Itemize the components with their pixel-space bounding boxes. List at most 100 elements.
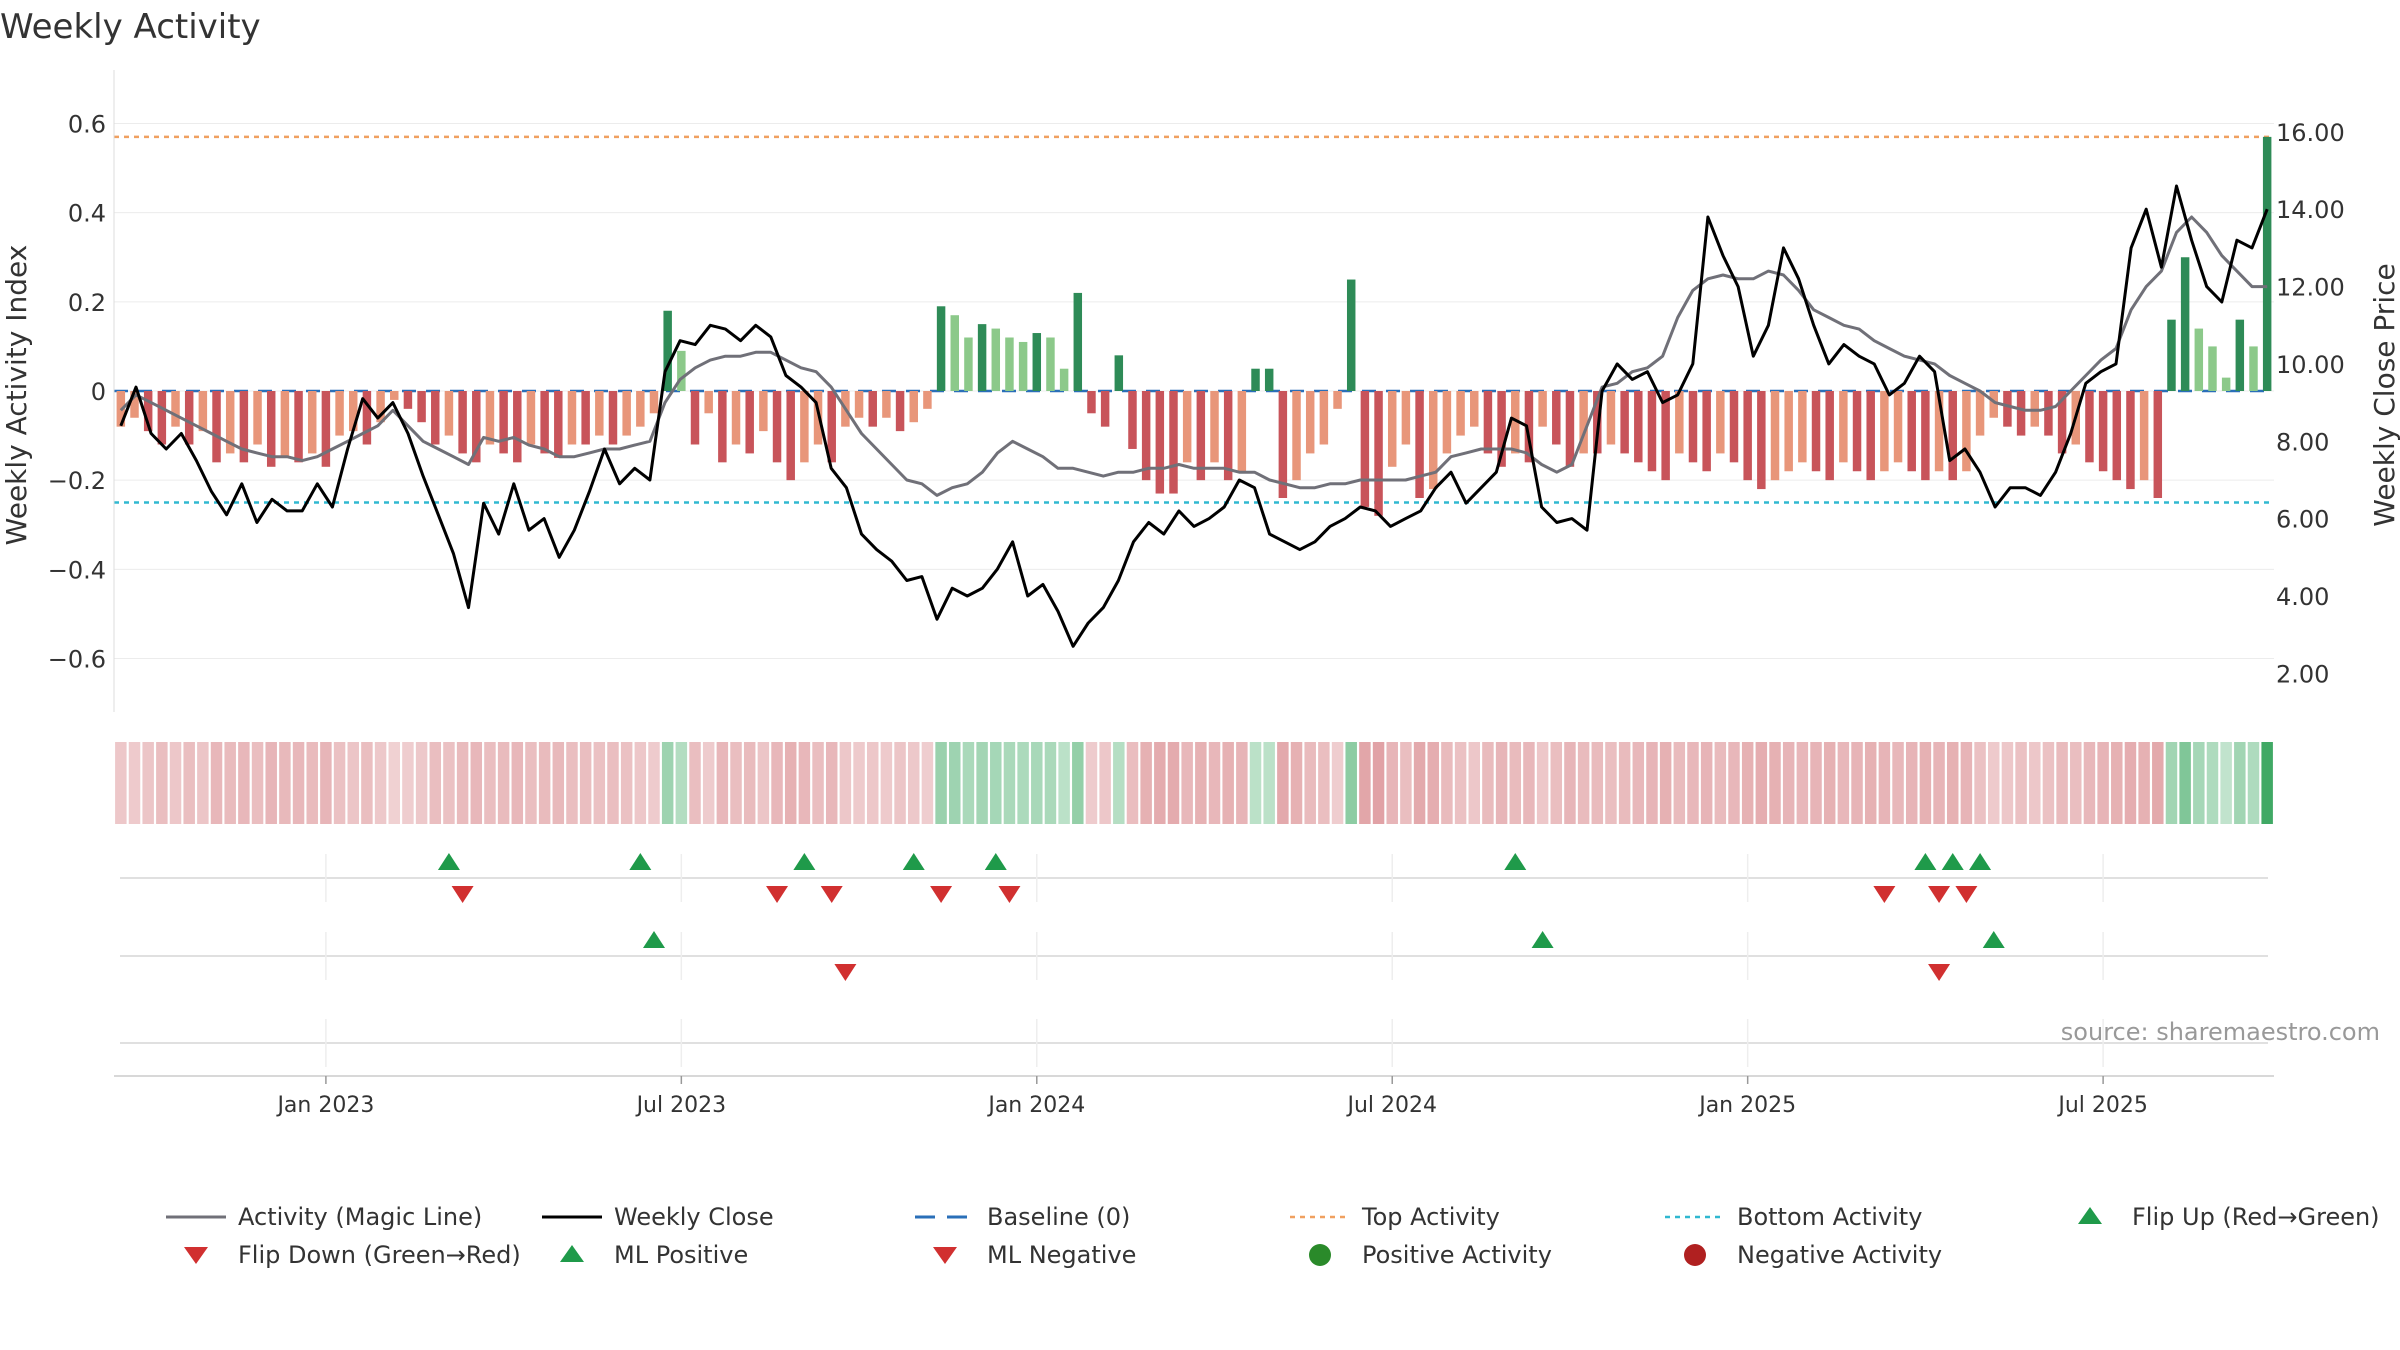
heat-cell — [210, 742, 223, 824]
activity-bar — [1880, 391, 1889, 472]
activity-bar — [2235, 319, 2245, 391]
ml-negative-marker — [834, 964, 857, 981]
heat-cell — [2056, 742, 2068, 824]
flip-down-marker — [1955, 886, 1978, 903]
heat-cell — [634, 742, 647, 824]
activity-bar — [1169, 391, 1178, 494]
activity-bar — [472, 391, 481, 463]
activity-bar — [1456, 391, 1465, 436]
heat-cell — [320, 742, 332, 824]
activity-bar — [513, 391, 522, 463]
y2-tick-label: 2.00 — [2276, 660, 2329, 688]
heat-cell — [648, 742, 660, 824]
heat-cell — [812, 742, 824, 824]
heat-cell — [1195, 742, 1207, 824]
activity-bar — [171, 391, 180, 427]
flip-up-marker — [793, 853, 816, 870]
heat-cell — [511, 742, 524, 824]
activity-bar — [1716, 391, 1725, 454]
heat-cell — [620, 742, 633, 824]
activity-heat-strip — [115, 742, 2273, 824]
heat-cell — [2083, 742, 2096, 824]
legend-swatch — [184, 1247, 208, 1264]
y2-tick-label: 12.00 — [2276, 274, 2345, 302]
activity-bar — [895, 391, 905, 432]
heat-cell — [1058, 742, 1070, 824]
activity-bar — [1866, 391, 1875, 481]
activity-bar — [1333, 391, 1342, 409]
activity-bar — [923, 391, 932, 409]
heat-cell — [197, 742, 209, 824]
activity-bar — [266, 391, 276, 467]
heat-cell — [1605, 742, 1617, 824]
heat-cell — [1988, 742, 2000, 824]
heat-cell — [1441, 742, 1453, 824]
activity-bar — [2098, 391, 2108, 472]
heat-cell — [2070, 742, 2082, 824]
heat-cell — [798, 742, 811, 824]
heat-cell — [2097, 742, 2109, 824]
heat-cell — [1864, 742, 1877, 824]
activity-bar — [1962, 391, 1971, 472]
heat-cell — [743, 742, 756, 824]
heat-cell — [990, 742, 1002, 824]
heat-cell — [156, 742, 168, 824]
heat-cell — [1960, 742, 1973, 824]
heat-cell — [2124, 742, 2137, 824]
activity-bar — [608, 391, 618, 445]
heat-cell — [1427, 742, 1439, 824]
activity-bar — [1319, 391, 1329, 445]
y2-tick-label: 10.00 — [2276, 351, 2345, 379]
heat-cell — [1386, 742, 1398, 824]
activity-bar — [1565, 391, 1575, 467]
activity-bar — [1907, 391, 1916, 472]
heat-cell — [607, 742, 619, 824]
heat-cell — [1769, 742, 1781, 824]
flip-down-marker — [998, 886, 1021, 903]
bars-layer — [116, 136, 2272, 516]
heat-cell — [1851, 742, 1863, 824]
activity-bar — [485, 391, 495, 445]
activity-bar — [1934, 391, 1944, 472]
heat-cell — [1673, 742, 1686, 824]
activity-bar — [2057, 391, 2067, 454]
activity-bar — [417, 391, 426, 423]
activity-bar — [1729, 391, 1739, 463]
heat-cell — [1290, 742, 1303, 824]
heat-cell — [238, 742, 250, 824]
heat-cell — [1892, 742, 1904, 824]
heat-cell — [1318, 742, 1330, 824]
heat-cell — [1782, 742, 1795, 824]
activity-bar — [2085, 391, 2094, 463]
legend-label: Bottom Activity — [1737, 1203, 1922, 1231]
activity-bar — [977, 324, 987, 391]
activity-bar — [1155, 391, 1165, 494]
heat-cell — [415, 742, 428, 824]
heat-cell — [1933, 742, 1945, 824]
activity-bar — [1634, 391, 1643, 463]
heat-cell — [128, 742, 141, 824]
heat-cell — [470, 742, 483, 824]
activity-bar — [991, 328, 1001, 391]
activity-bar — [2016, 391, 2026, 436]
ml-positive-marker — [1531, 931, 1554, 948]
activity-bar — [2221, 377, 2231, 391]
activity-bar — [636, 391, 645, 427]
heat-cell — [1741, 742, 1754, 824]
heat-cell — [443, 742, 455, 824]
heat-cell — [1659, 742, 1672, 824]
activity-bar — [526, 391, 536, 445]
activity-bar — [663, 310, 672, 391]
activity-bar — [649, 391, 659, 414]
flip-up-marker — [629, 853, 652, 870]
heat-cell — [2247, 742, 2260, 824]
activity-bar — [800, 391, 809, 463]
heat-cell — [921, 742, 934, 824]
heat-cell — [1263, 742, 1275, 824]
activity-bar — [1852, 391, 1862, 472]
legend-label: Flip Up (Red→Green) — [2132, 1203, 2380, 1231]
heat-cell — [935, 742, 947, 824]
activity-bar — [1223, 391, 1233, 481]
activity-bar — [239, 391, 249, 463]
activity-bar — [1346, 279, 1356, 391]
